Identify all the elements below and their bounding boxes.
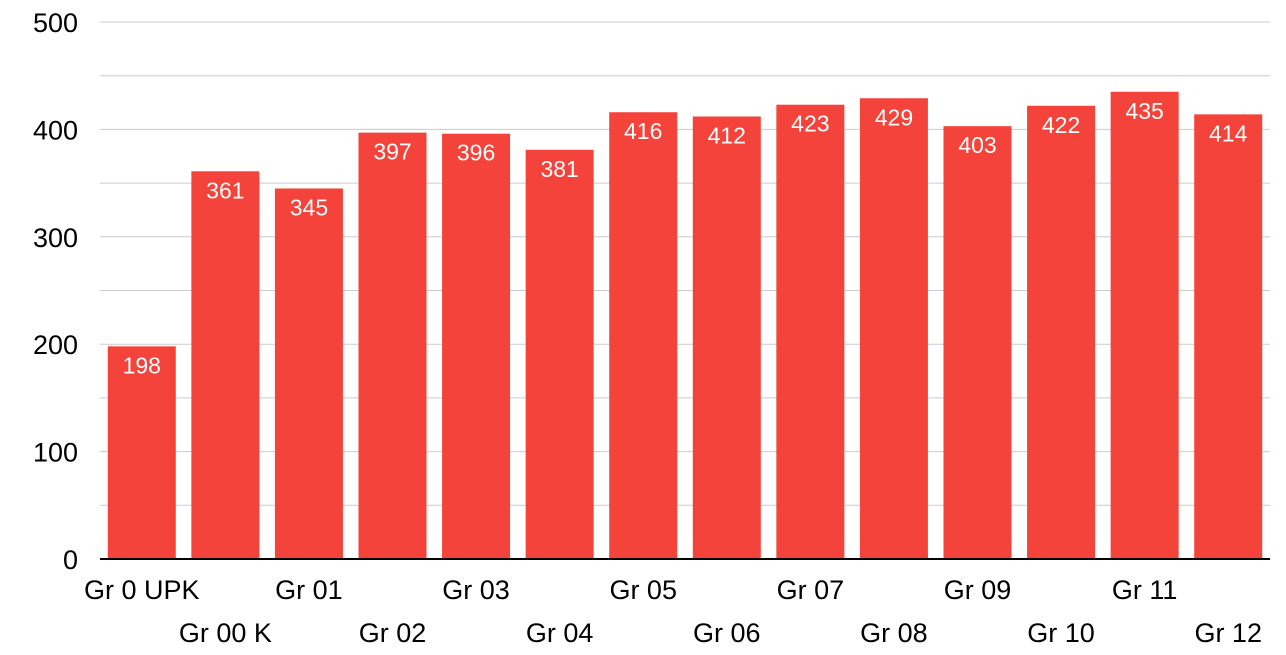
x-tick-label: Gr 0 UPK bbox=[84, 575, 200, 605]
bar bbox=[943, 126, 1012, 559]
x-tick-label: Gr 01 bbox=[275, 575, 343, 605]
x-tick-labels: Gr 0 UPK Gr 00 KGr 01 Gr 02 Gr 03 Gr 04 Gr 05… bbox=[84, 575, 1262, 648]
bar bbox=[191, 171, 260, 559]
bar-value-label: 422 bbox=[1042, 112, 1080, 138]
x-tick-label: Gr 03 bbox=[442, 575, 510, 605]
bar-value-label: 412 bbox=[708, 123, 746, 149]
bar-value-label: 435 bbox=[1125, 98, 1163, 124]
x-tick-label: Gr 04 bbox=[526, 618, 594, 648]
y-tick-label: 100 bbox=[33, 438, 78, 468]
bar bbox=[1110, 91, 1179, 559]
bar-value-label: 414 bbox=[1209, 120, 1248, 146]
bar-value-label: 429 bbox=[875, 104, 913, 130]
bar-value-label: 416 bbox=[624, 118, 662, 144]
bars bbox=[107, 91, 1263, 560]
y-tick-label: 300 bbox=[33, 223, 78, 253]
bar-value-label: 345 bbox=[290, 194, 328, 220]
bar bbox=[358, 132, 427, 559]
x-tick-label: Gr 09 bbox=[944, 575, 1012, 605]
x-tick-label: Gr 00 K bbox=[179, 618, 272, 648]
bar bbox=[525, 149, 594, 559]
bar-value-label: 423 bbox=[791, 111, 829, 137]
x-tick-label: Gr 02 bbox=[359, 618, 427, 648]
x-tick-label: Gr 07 bbox=[777, 575, 845, 605]
bar bbox=[776, 104, 845, 559]
bar bbox=[1194, 114, 1263, 559]
bar bbox=[859, 98, 928, 559]
bar-value-label: 396 bbox=[457, 140, 495, 166]
bar-value-label: 397 bbox=[373, 139, 411, 165]
bar bbox=[442, 133, 511, 560]
x-tick-label: Gr 05 bbox=[609, 575, 677, 605]
bar-value-label: 198 bbox=[123, 352, 161, 378]
y-tick-label: 500 bbox=[33, 8, 78, 38]
bar bbox=[609, 112, 678, 559]
x-tick-label: Gr 08 bbox=[860, 618, 928, 648]
bar-value-label: 403 bbox=[958, 132, 996, 158]
x-tick-label: Gr 11 bbox=[1112, 575, 1178, 605]
bar-value-label: 381 bbox=[540, 156, 578, 182]
data-labels: 198 361 345 397 396 381 416 412 423 429 403 422 435 4… bbox=[123, 98, 1248, 379]
bar-value-label: 361 bbox=[206, 177, 244, 203]
bar bbox=[1027, 105, 1096, 559]
x-tick-label: Gr 06 bbox=[693, 618, 761, 648]
y-tick-labels: 0 100 200 300 400 500 bbox=[33, 8, 78, 575]
y-tick-label: 200 bbox=[33, 330, 78, 360]
bar bbox=[274, 188, 343, 559]
x-tick-label: Gr 12 bbox=[1194, 618, 1262, 648]
y-tick-label: 400 bbox=[33, 115, 78, 145]
bar bbox=[692, 116, 761, 560]
bar bbox=[107, 346, 176, 559]
y-tick-label: 0 bbox=[63, 545, 78, 575]
x-tick-label: Gr 10 bbox=[1027, 618, 1095, 648]
